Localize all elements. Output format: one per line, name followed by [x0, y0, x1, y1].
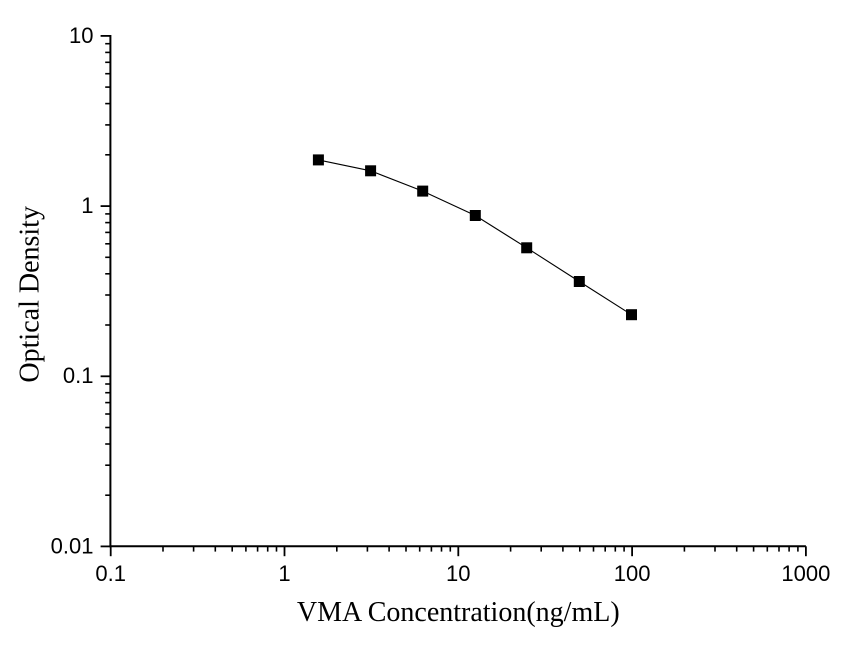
- svg-text:0.1: 0.1: [63, 363, 94, 388]
- svg-text:1: 1: [278, 561, 290, 586]
- svg-text:10: 10: [446, 561, 470, 586]
- svg-text:1: 1: [81, 193, 93, 218]
- svg-text:1000: 1000: [781, 561, 830, 586]
- svg-text:VMA Concentration(ng/mL): VMA Concentration(ng/mL): [297, 597, 620, 628]
- svg-text:0.1: 0.1: [95, 561, 126, 586]
- svg-text:Optical Density: Optical Density: [14, 206, 45, 383]
- svg-text:10: 10: [69, 23, 93, 48]
- svg-text:0.01: 0.01: [51, 533, 94, 558]
- svg-text:100: 100: [614, 561, 651, 586]
